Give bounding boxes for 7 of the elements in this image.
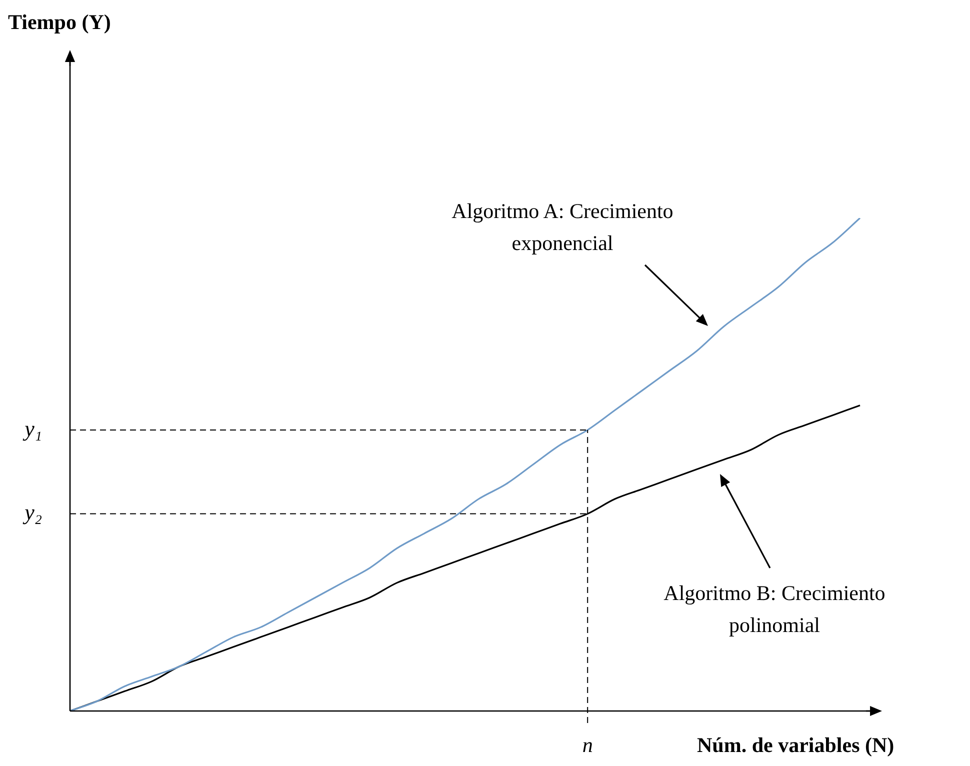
x-axis-title: Núm. de variables (N) bbox=[697, 733, 894, 758]
ref-line-label: y₂ bbox=[22, 500, 42, 525]
annotation: Algoritmo B: Crecimiento polinomial bbox=[662, 580, 886, 638]
annotation: Algoritmo A: Crecimiento exponencial bbox=[450, 198, 674, 256]
text: n bbox=[582, 732, 593, 759]
text: Tiempo (Y) bbox=[8, 10, 111, 35]
ref-line-label: y₁ bbox=[22, 416, 42, 441]
